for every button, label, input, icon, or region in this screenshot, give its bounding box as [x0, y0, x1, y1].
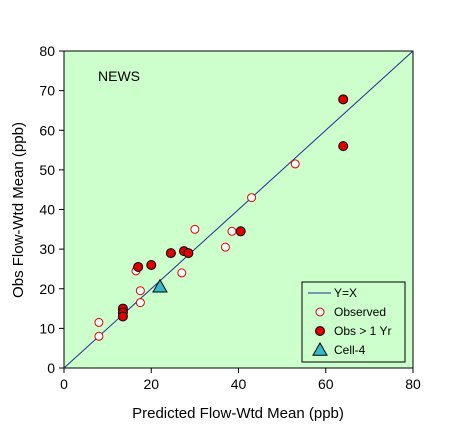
y-tick-label: 10	[39, 320, 55, 336]
data-point	[190, 224, 200, 234]
legend-marker	[312, 341, 328, 356]
x-tick-label: 80	[405, 376, 421, 392]
legend-label: Y=X	[334, 286, 357, 300]
x-tick-label: 20	[143, 376, 159, 392]
legend-marker	[315, 307, 325, 317]
plot-annotation: NEWS	[98, 68, 140, 84]
y-tick-label: 30	[39, 241, 55, 257]
data-point	[94, 317, 104, 327]
data-point	[152, 278, 168, 293]
y-tick-label: 70	[39, 83, 55, 99]
y-tick-label: 60	[39, 122, 55, 138]
data-point	[235, 226, 246, 237]
data-point	[135, 286, 145, 296]
data-point	[338, 94, 349, 105]
data-point	[227, 226, 237, 236]
data-point	[146, 259, 157, 270]
y-tick-label: 50	[39, 162, 55, 178]
legend-label: Observed	[334, 305, 386, 319]
data-point	[133, 261, 144, 272]
x-tick-label: 40	[231, 376, 247, 392]
y-tick-label: 20	[39, 281, 55, 297]
data-point	[220, 242, 230, 252]
data-point	[290, 159, 300, 169]
legend-box	[301, 281, 406, 363]
legend: Y=X Observed Obs > 1 Yr Cell-4	[301, 281, 406, 363]
y-tick-label: 40	[39, 202, 55, 218]
data-point	[338, 141, 349, 152]
data-point	[117, 311, 128, 322]
x-tick-label: 60	[318, 376, 334, 392]
y-axis-label: Obs Flow-Wtd Mean (ppb)	[10, 122, 27, 298]
data-point	[165, 248, 176, 259]
x-axis-label: Predicted Flow-Wtd Mean (ppb)	[132, 405, 344, 422]
data-point	[94, 331, 104, 341]
x-tick-label: 0	[60, 376, 68, 392]
legend-marker	[315, 326, 325, 336]
data-point	[135, 298, 145, 308]
y-tick-label: 80	[39, 43, 55, 59]
y-tick-label: 0	[47, 360, 55, 376]
legend-label: Cell-4	[334, 343, 366, 357]
data-point	[183, 248, 194, 259]
legend-label: Obs > 1 Yr	[334, 324, 391, 338]
data-point	[247, 193, 257, 203]
data-point	[177, 268, 187, 278]
